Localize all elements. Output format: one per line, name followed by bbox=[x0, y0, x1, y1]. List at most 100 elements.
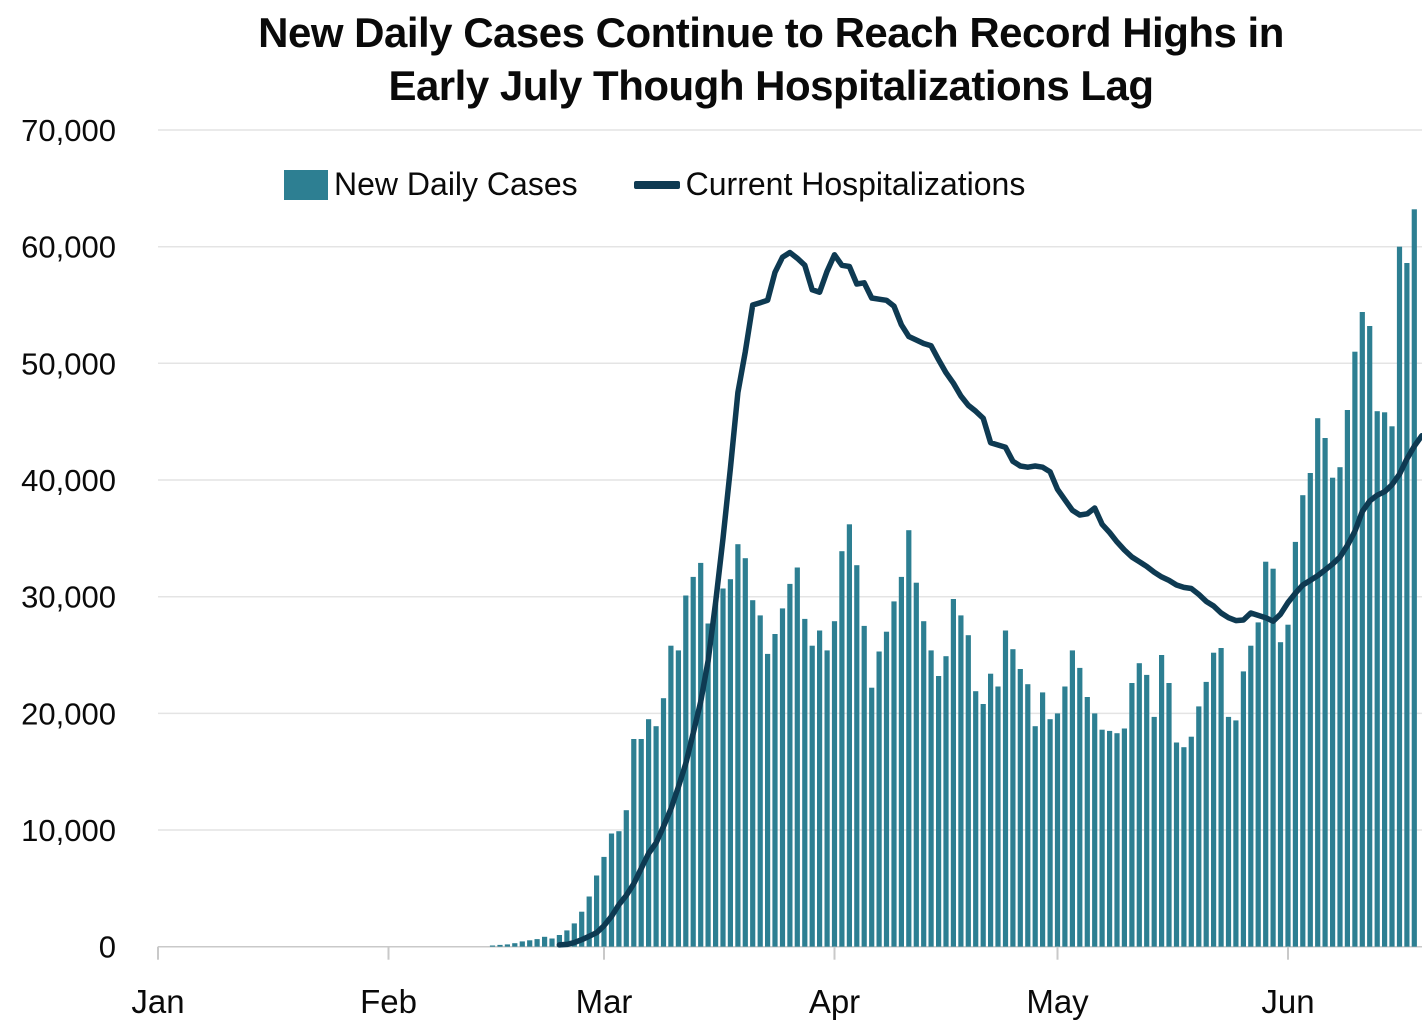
hospitalizations-line bbox=[556, 249, 1422, 948]
daily-cases-bar bbox=[1203, 681, 1209, 947]
daily-cases-bar bbox=[861, 625, 867, 947]
daily-cases-bar bbox=[846, 524, 852, 947]
daily-cases-bar bbox=[713, 603, 719, 947]
bar-swatch-icon bbox=[284, 169, 328, 200]
daily-cases-bar bbox=[1225, 716, 1232, 947]
y-tick-label: 0 bbox=[99, 930, 116, 965]
daily-cases-bar bbox=[1054, 713, 1061, 947]
daily-cases-bar bbox=[839, 551, 845, 947]
daily-cases-bar bbox=[988, 673, 994, 947]
daily-cases-bar bbox=[1136, 663, 1142, 947]
daily-cases-bar bbox=[913, 582, 919, 947]
x-tick-label: May bbox=[1026, 983, 1089, 1020]
daily-cases-bar bbox=[854, 565, 860, 947]
daily-cases-bar bbox=[1121, 728, 1127, 947]
daily-cases-bar bbox=[519, 941, 525, 947]
daily-cases-bar bbox=[549, 938, 555, 947]
daily-cases-bar bbox=[1263, 561, 1269, 947]
daily-cases-bar bbox=[571, 923, 577, 947]
daily-cases-bar bbox=[1218, 648, 1224, 947]
y-tick-label: 60,000 bbox=[21, 230, 116, 265]
y-tick-label: 70,000 bbox=[21, 113, 116, 148]
y-tick-label: 20,000 bbox=[21, 696, 116, 731]
daily-cases-bar bbox=[1002, 630, 1009, 947]
daily-cases-bar bbox=[809, 645, 815, 947]
daily-cases-bar bbox=[579, 911, 585, 947]
daily-cases-bar bbox=[735, 544, 741, 947]
chart-title-line1: New Daily Cases Continue to Reach Record… bbox=[258, 9, 1284, 56]
daily-cases-bar bbox=[1255, 622, 1261, 947]
chart-title-line2: Early July Though Hospitalizations Lag bbox=[388, 62, 1154, 109]
daily-cases-bar bbox=[1099, 729, 1105, 947]
daily-cases-bar bbox=[1010, 649, 1016, 947]
daily-cases-bar bbox=[794, 567, 800, 947]
daily-cases-bar bbox=[1396, 246, 1403, 947]
daily-cases-bar bbox=[787, 583, 793, 947]
daily-cases-bar bbox=[1404, 263, 1410, 947]
daily-cases-bar bbox=[1047, 719, 1053, 947]
daily-cases-bar bbox=[1017, 669, 1023, 947]
daily-cases-bar bbox=[720, 588, 726, 947]
daily-cases-bar bbox=[958, 615, 964, 947]
daily-cases-bar bbox=[906, 530, 912, 947]
daily-cases-bar bbox=[750, 600, 756, 947]
daily-cases-bar bbox=[995, 686, 1001, 947]
daily-cases-bar bbox=[727, 579, 733, 947]
y-tick-label: 50,000 bbox=[21, 346, 116, 381]
daily-cases-bar bbox=[883, 631, 890, 947]
chart-title: New Daily Cases Continue to Reach Record… bbox=[120, 6, 1422, 112]
daily-cases-bar bbox=[876, 651, 882, 947]
daily-cases-bar bbox=[973, 691, 979, 947]
daily-cases-bar bbox=[1040, 692, 1046, 947]
legend-item-new-daily-cases: New Daily Cases bbox=[284, 166, 578, 203]
chart-legend: New Daily Cases Current Hospitalizations bbox=[284, 166, 1025, 203]
daily-cases-bar bbox=[690, 576, 696, 947]
daily-cases-bar bbox=[601, 856, 607, 947]
daily-cases-bar bbox=[1285, 624, 1291, 947]
daily-cases-bar bbox=[757, 615, 763, 947]
daily-cases-bar bbox=[1411, 209, 1417, 947]
daily-cases-bar bbox=[534, 939, 540, 947]
daily-cases-bar bbox=[1240, 671, 1246, 947]
daily-cases-bar bbox=[1352, 351, 1358, 947]
daily-cases-bar bbox=[1374, 411, 1380, 947]
daily-cases-bar bbox=[623, 810, 629, 947]
daily-cases-bar bbox=[504, 944, 510, 947]
daily-cases-bar bbox=[1359, 312, 1365, 947]
daily-cases-bar bbox=[675, 650, 681, 947]
daily-cases-bar bbox=[638, 739, 644, 947]
daily-cases-bar bbox=[1367, 326, 1373, 947]
daily-cases-bar bbox=[1025, 684, 1031, 947]
daily-cases-bar bbox=[1084, 697, 1090, 947]
daily-cases-bar bbox=[1337, 467, 1343, 947]
daily-cases-bar bbox=[705, 623, 711, 947]
daily-cases-bar bbox=[824, 650, 830, 947]
daily-cases-bar bbox=[1092, 713, 1098, 947]
daily-cases-bar bbox=[936, 676, 942, 947]
daily-cases-bar bbox=[1196, 706, 1202, 947]
daily-cases-bar bbox=[779, 608, 786, 947]
daily-cases-bar bbox=[891, 601, 897, 947]
daily-cases-bar bbox=[698, 562, 704, 947]
daily-cases-bar bbox=[542, 936, 548, 947]
daily-cases-bar bbox=[631, 739, 637, 947]
daily-cases-bar bbox=[527, 940, 533, 947]
daily-cases-bar bbox=[965, 635, 971, 947]
daily-cases-bar bbox=[1330, 477, 1336, 947]
daily-cases-bar bbox=[1307, 473, 1313, 947]
daily-cases-bar bbox=[1211, 652, 1217, 947]
daily-cases-bar bbox=[1032, 726, 1038, 947]
daily-cases-bar bbox=[980, 704, 986, 947]
daily-cases-bar bbox=[765, 653, 771, 947]
y-tick-label: 10,000 bbox=[21, 813, 116, 848]
daily-cases-bar bbox=[742, 558, 748, 947]
daily-cases-bar bbox=[564, 930, 570, 947]
daily-cases-bar bbox=[1159, 655, 1165, 947]
daily-cases-bar bbox=[1166, 683, 1172, 947]
daily-cases-bar bbox=[1069, 650, 1075, 947]
x-tick-label: Feb bbox=[360, 983, 417, 1020]
daily-cases-bar bbox=[497, 944, 503, 947]
daily-cases-bar bbox=[921, 621, 927, 947]
